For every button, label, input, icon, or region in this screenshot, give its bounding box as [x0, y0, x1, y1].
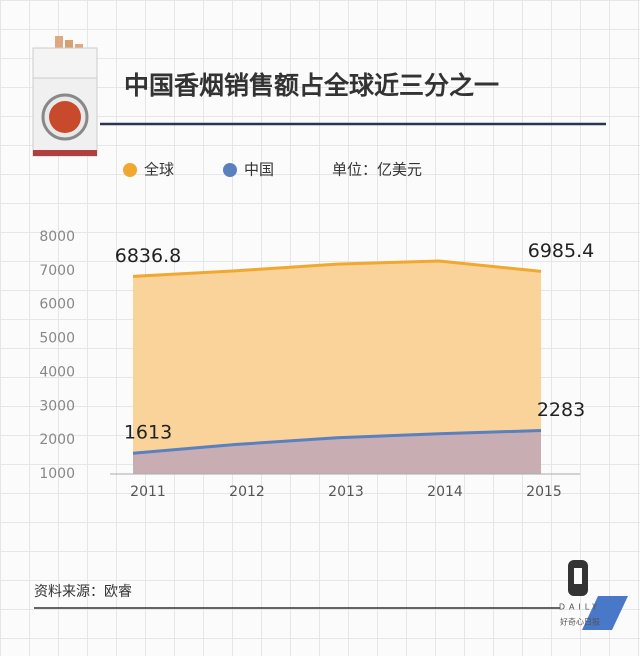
area-line: [132, 259, 542, 278]
chart-title: 中国香烟销售额占全球近三分之一: [124, 71, 499, 100]
y-tick-label: 2000: [39, 432, 75, 448]
watermark: 好奇心日报: [560, 617, 600, 627]
data-label: 6985.4: [528, 240, 594, 262]
legend-label: 全球: [144, 161, 174, 179]
unit-label: 单位：亿美元: [332, 161, 422, 179]
legend-dot: [223, 163, 237, 177]
y-tick-label: 6000: [39, 297, 75, 313]
x-tick-label: 2014: [427, 484, 463, 500]
legend-dot: [123, 163, 137, 177]
x-tick-label: 2012: [229, 484, 265, 500]
y-tick-label: 3000: [39, 398, 75, 414]
data-label: 2283: [537, 399, 585, 421]
y-tick-label: 5000: [39, 331, 75, 347]
area-fill: [133, 261, 541, 474]
x-tick-label: 2013: [328, 484, 364, 500]
y-tick-label: 7000: [39, 263, 75, 279]
area-line: [132, 429, 542, 455]
y-tick-label: 8000: [39, 229, 75, 245]
data-label: 6836.8: [115, 245, 181, 267]
area-fill: [133, 430, 541, 474]
source-note: 资料来源：欧睿: [34, 584, 132, 600]
watermark: DAILY: [559, 603, 601, 612]
logo: [568, 560, 628, 630]
x-tick-label: 2011: [130, 484, 166, 500]
data-label: 1613: [124, 422, 172, 444]
pack-icon: [32, 36, 98, 157]
x-tick-label: 2015: [526, 484, 562, 500]
legend-label: 中国: [244, 161, 274, 179]
y-tick-label: 4000: [39, 364, 75, 380]
y-tick-label: 1000: [39, 466, 75, 482]
